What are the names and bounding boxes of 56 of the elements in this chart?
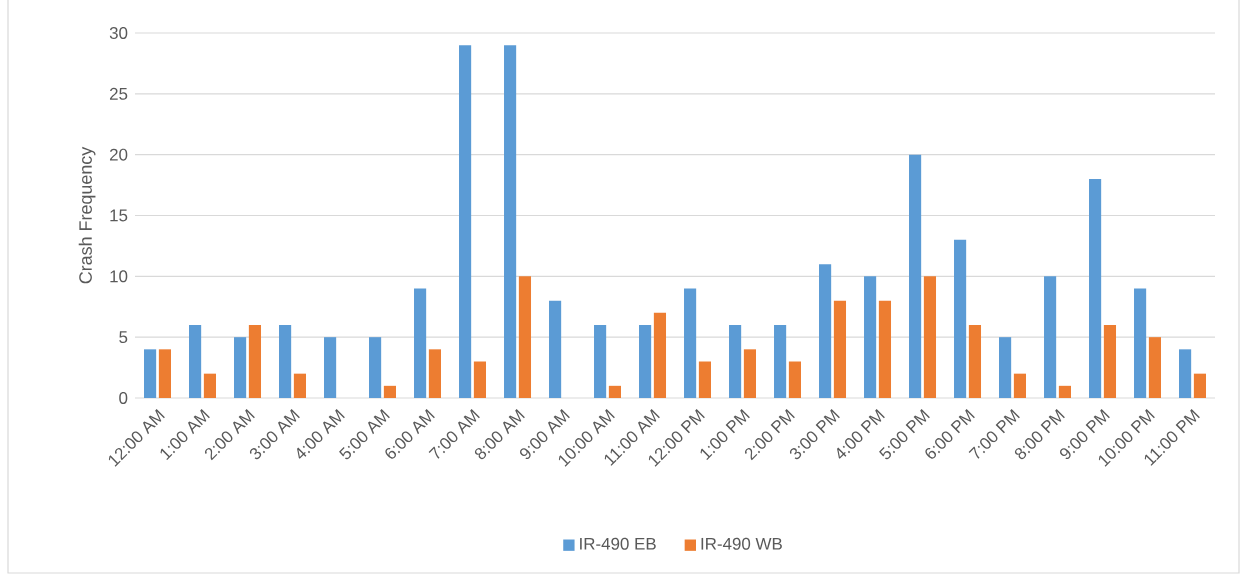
y-tick-label: 20 <box>109 148 128 161</box>
bar <box>1013 373 1027 398</box>
y-tick-label: 25 <box>109 87 128 100</box>
bar <box>369 337 382 398</box>
bar <box>473 361 487 398</box>
legend-label: IR-490 EB <box>580 537 656 550</box>
y-tick-label: 5 <box>119 331 128 344</box>
bar <box>833 300 847 398</box>
bar <box>1134 288 1147 398</box>
bar <box>234 337 247 398</box>
bar <box>144 349 157 398</box>
bar <box>819 264 832 398</box>
bar <box>999 337 1012 398</box>
y-tick-label: 10 <box>110 270 128 283</box>
bar <box>459 45 472 398</box>
bar <box>189 325 202 398</box>
bar <box>684 288 697 398</box>
y-axis-title: Crash Frequency <box>78 146 96 284</box>
legend-label: IR-490 WB <box>701 537 782 550</box>
bar <box>774 325 787 398</box>
bar <box>639 325 652 398</box>
y-tick-label: 30 <box>109 27 128 39</box>
bar <box>414 288 427 398</box>
bar <box>504 45 517 398</box>
bar <box>594 325 607 398</box>
bar <box>518 276 532 398</box>
bar <box>788 361 802 398</box>
bar <box>608 385 622 398</box>
bar <box>1179 349 1192 398</box>
bar <box>923 276 937 398</box>
bar <box>1089 179 1102 398</box>
bar <box>954 239 967 398</box>
y-tick-label: 15 <box>110 209 128 222</box>
y-tick-label: 0 <box>119 392 128 404</box>
bar <box>909 154 922 398</box>
bar <box>1193 373 1207 398</box>
bar <box>743 349 757 398</box>
bar <box>248 325 262 398</box>
bar <box>1148 337 1162 398</box>
bar <box>729 325 742 398</box>
bar <box>383 385 397 398</box>
bar <box>968 325 982 398</box>
bar <box>324 337 337 398</box>
bar <box>1103 325 1117 398</box>
bar <box>428 349 442 398</box>
bar <box>1058 385 1072 398</box>
bar <box>158 349 172 398</box>
bar <box>203 373 217 398</box>
bar <box>549 300 562 398</box>
bar <box>653 312 667 398</box>
bar <box>698 361 712 398</box>
bar <box>293 373 307 398</box>
bar <box>878 300 892 398</box>
bar <box>864 276 877 398</box>
bar <box>279 325 292 398</box>
bar <box>1044 276 1057 398</box>
